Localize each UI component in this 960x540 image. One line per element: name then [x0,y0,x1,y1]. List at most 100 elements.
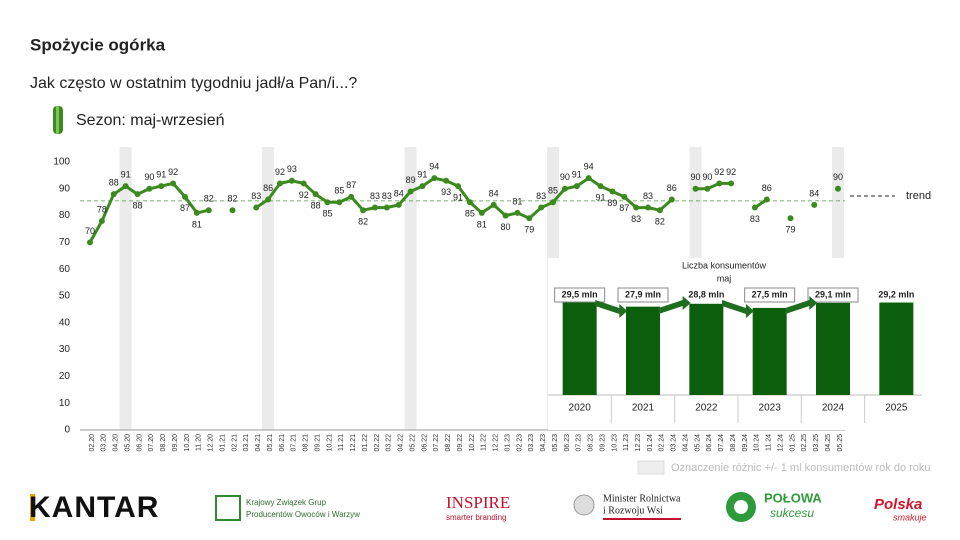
value-label: 86 [263,183,273,193]
point [526,215,533,222]
x-tick-label: 10.21 [326,434,333,452]
x-tick-label: 03.20 [101,434,108,452]
value-label: 83 [643,191,653,201]
x-tick-label: 11.24 [766,434,773,451]
chart-subtitle: Jak często w ostatnim tygodniu jadł/a Pa… [30,75,357,92]
x-tick-label: 05.22 [409,434,416,452]
point [110,191,117,198]
point [550,199,557,206]
point [336,199,343,206]
value-label-box [744,287,796,303]
value-label: 82 [227,194,237,204]
inspire-sub: smarter branding [446,513,506,522]
value-label: 91 [121,169,131,179]
x-tick-label: 06.22 [421,434,428,452]
kantar-logo: KANTAR [29,491,159,524]
kzg-logo-1: Krajowy Związek Grup [246,498,327,507]
x-tick-label: 08.23 [588,434,595,452]
point [561,185,568,192]
x-tick-label: 2025 [885,403,908,414]
polska-logo: Polska [874,496,922,513]
value-label: 83 [370,191,380,201]
point [645,204,652,211]
value-label: 90 [833,172,843,182]
point [181,193,188,200]
inspire-logo: INSPIRE [446,493,510,512]
y-tick-label: 40 [59,317,71,328]
value-label: 89 [406,175,416,185]
point [276,180,283,187]
point [122,183,129,190]
minister-logo-1: Minister Rolnictwa [603,493,681,504]
x-tick-label: 02.24 [659,434,666,452]
value-label: 91 [417,169,427,179]
value-label: 81 [512,196,522,206]
kantar-accent [30,494,35,521]
x-tick-label: 02.21 [231,434,238,452]
value-label: 27,9 mln [625,289,661,299]
change-arrow [785,296,818,314]
point [134,191,141,198]
value-label: 88 [132,201,142,211]
x-tick-label: 11.22 [481,434,488,451]
point [597,183,604,190]
value-label: 92 [299,190,309,200]
y-tick-label: 70 [59,237,71,248]
value-label: 88 [311,201,321,211]
point [751,204,758,211]
value-label: 91 [156,169,166,179]
change-arrow [722,300,754,318]
value-label: 90 [560,172,570,182]
value-label: 83 [750,214,760,224]
point [324,199,331,206]
point [265,196,272,203]
x-tick-label: 06.23 [564,434,571,452]
value-label: 94 [429,161,439,171]
point [478,209,485,216]
value-label: 84 [394,188,404,198]
point [288,177,295,184]
bar [689,303,724,395]
polowa-logo: POŁOWA [764,490,822,505]
x-tick-label: 09.22 [457,434,464,452]
bar [816,302,850,395]
value-label: 87 [619,203,629,213]
x-tick-label: 07.20 [148,434,155,452]
bar [752,307,787,395]
x-tick-label: 03.25 [813,434,820,452]
x-tick-label: 09.23 [599,434,606,452]
value-label: 27,5 mln [752,289,788,299]
x-tick-label: 05.20 [124,434,131,452]
point [229,207,236,214]
x-tick-label: 02.25 [801,434,808,452]
bar [626,306,660,395]
point [573,183,580,190]
change-arrow [658,296,691,314]
point [253,204,260,211]
point [360,207,367,214]
polowa-sub: sukcesu [770,506,814,520]
value-label: 93 [441,187,451,197]
season-band [262,147,275,430]
point [633,204,640,211]
x-tick-label: 07.22 [433,434,440,452]
point [704,185,711,192]
y-tick-label: 20 [59,371,71,382]
value-label: 78 [97,204,107,214]
x-tick-label: 02.20 [89,434,96,452]
x-tick-label: 01.23 [504,434,511,452]
x-tick-label: 09.24 [742,434,749,452]
value-label: 82 [655,217,665,227]
x-tick-label: 12.20 [208,434,215,452]
value-label: 80 [501,222,511,232]
x-tick-label: 05.21 [267,434,274,452]
x-tick-label: 04.24 [682,434,689,452]
value-label: 92 [726,167,736,177]
x-tick-label: 01.24 [647,434,654,452]
value-label: 70 [85,226,95,236]
point [419,183,426,190]
value-label: 83 [536,191,546,201]
x-tick-label: 03.22 [386,434,393,452]
value-label: 85 [322,209,332,219]
x-tick-label: 02.23 [516,434,523,452]
